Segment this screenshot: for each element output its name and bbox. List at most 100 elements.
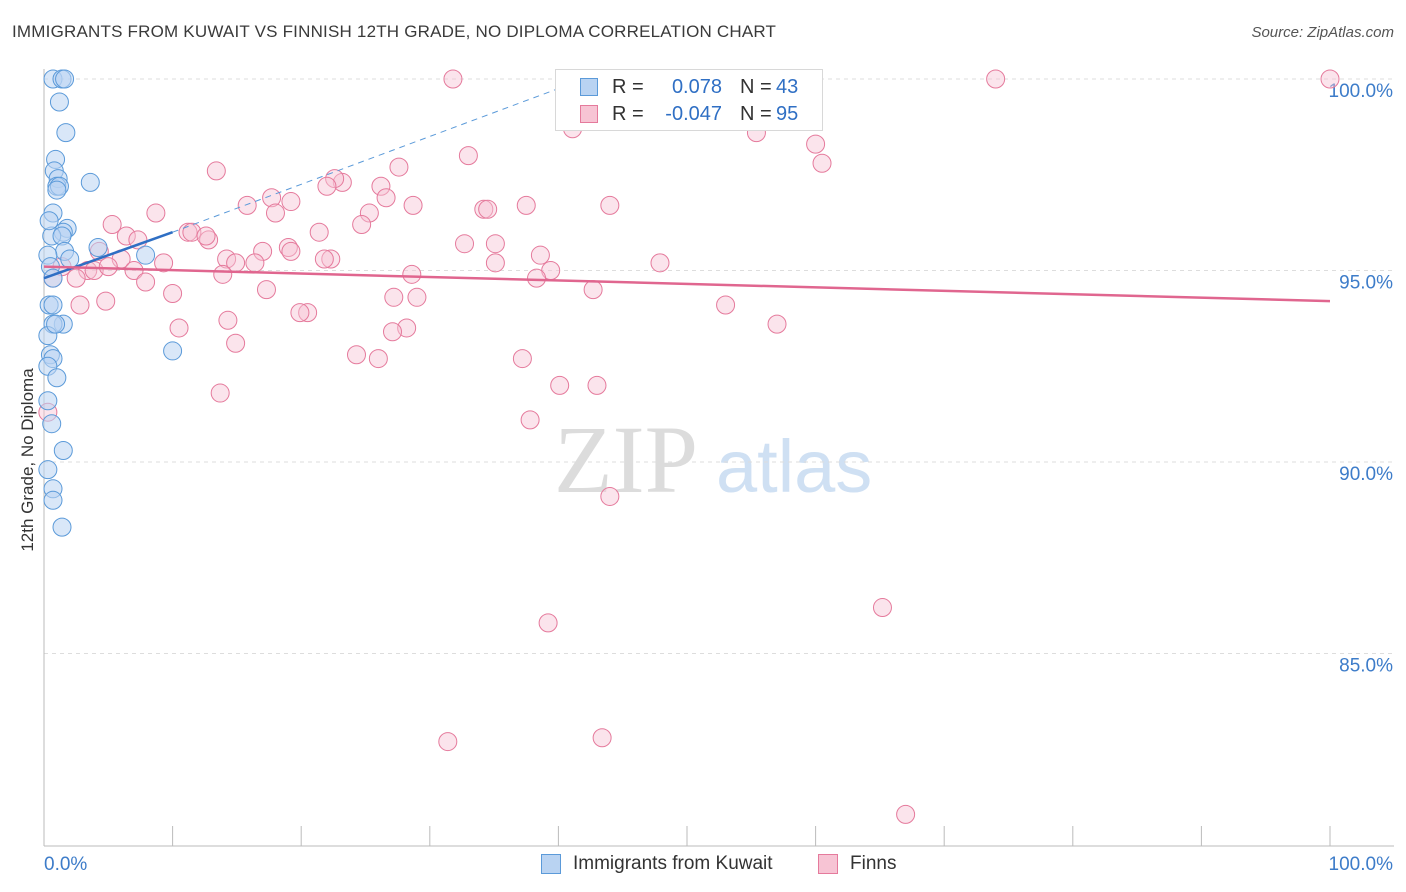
finns-point [458, 146, 478, 166]
finns-point [226, 333, 246, 353]
finns-point [485, 234, 505, 254]
finns-point [600, 195, 620, 215]
finns-point [146, 203, 166, 223]
series-label-kuwait: Immigrants from Kuwait [573, 853, 773, 874]
finns-point [290, 303, 310, 323]
finns-point [206, 161, 226, 181]
finns-point [443, 69, 463, 89]
legend-r-label: R = [612, 102, 644, 125]
finns-point [218, 310, 238, 330]
legend-swatch-finns [580, 105, 598, 123]
finns-point [407, 287, 427, 307]
kuwait-point [80, 172, 100, 192]
finns-point [136, 272, 156, 292]
kuwait-point [47, 368, 67, 388]
kuwait-point [56, 123, 76, 143]
finns-point [383, 322, 403, 342]
finns-point [368, 349, 388, 369]
finns-point [245, 253, 265, 273]
finns-point [767, 314, 787, 334]
finns-point [321, 249, 341, 269]
kuwait-point [55, 69, 75, 89]
finns-point [98, 257, 118, 277]
finns-point [182, 222, 202, 242]
finns-point [1320, 69, 1340, 89]
kuwait-trend-line [43, 231, 174, 280]
finns-point [116, 226, 136, 246]
finns-point [583, 280, 603, 300]
finns-point [237, 195, 257, 215]
kuwait-point [43, 295, 63, 315]
finns-point [346, 345, 366, 365]
source-credit: Source: ZipAtlas.com [1251, 24, 1394, 41]
finns-point [154, 253, 174, 273]
kuwait-point [43, 490, 63, 510]
watermark-zip: ZIP [554, 406, 698, 513]
finns-point [210, 383, 230, 403]
legend-n-label: N = [740, 102, 772, 125]
legend-row-kuwait: R = 0.078 N = 43 [580, 75, 798, 99]
finns-point [516, 195, 536, 215]
legend-row-finns: R = -0.047 N = 95 [580, 102, 798, 126]
kuwait-trend-extension [172, 78, 585, 233]
series-swatch-kuwait [541, 854, 561, 874]
kuwait-point [47, 180, 67, 200]
kuwait-point [60, 249, 80, 269]
kuwait-point [46, 314, 66, 334]
finns-point [102, 215, 122, 235]
finns-point [213, 264, 233, 284]
series-legend-kuwait[interactable]: Immigrants from Kuwait [541, 853, 773, 875]
x-tick-label: 100.0% [1329, 854, 1394, 875]
finns-point [872, 598, 892, 618]
finns-point [896, 804, 916, 824]
series-legend: Immigrants from Kuwait Finns [0, 850, 1406, 878]
finns-point [96, 291, 116, 311]
finns-point [530, 245, 550, 265]
kuwait-point [49, 92, 69, 112]
finns-point [592, 728, 612, 748]
finns-point [478, 199, 498, 219]
series-label-finns: Finns [850, 853, 897, 874]
finns-point [455, 234, 475, 254]
legend-n-value: 95 [776, 102, 799, 125]
finns-point [527, 268, 547, 288]
y-tick-label: 85.0% [1339, 656, 1393, 677]
finns-point [806, 134, 826, 154]
finns-point [485, 253, 505, 273]
finns-point [253, 241, 273, 261]
finns-point [196, 226, 216, 246]
legend-swatch-kuwait [580, 78, 598, 96]
correlation-legend: R = 0.078 N = 43 R = -0.047 N = 95 [555, 69, 823, 131]
y-tick-label: 90.0% [1339, 464, 1393, 485]
finns-point [538, 613, 558, 633]
finns-point [66, 268, 86, 288]
y-axis-label-wrap: 12th Grade, No Diploma [16, 330, 40, 590]
kuwait-point [38, 391, 58, 411]
x-tick-label: 0.0% [44, 854, 87, 875]
finns-point [281, 241, 301, 261]
finns-point [600, 486, 620, 506]
finns-point [438, 732, 458, 752]
y-tick-label: 100.0% [1329, 81, 1394, 102]
kuwait-point [42, 414, 62, 434]
kuwait-point [88, 238, 108, 258]
finns-point [163, 283, 183, 303]
series-legend-finns[interactable]: Finns [818, 853, 896, 875]
y-tick-label: 95.0% [1339, 273, 1393, 294]
legend-n-label: N = [740, 75, 772, 98]
kuwait-point [52, 517, 72, 537]
finns-point [550, 375, 570, 395]
finns-point [169, 318, 189, 338]
finns-point [128, 230, 148, 250]
finns-point [512, 349, 532, 369]
finns-point [716, 295, 736, 315]
finns-point [317, 176, 337, 196]
kuwait-point [38, 460, 58, 480]
finns-point [309, 222, 329, 242]
finns-point [298, 303, 318, 323]
finns-point [384, 287, 404, 307]
kuwait-point [163, 341, 183, 361]
finns-point [403, 195, 423, 215]
series-swatch-finns [818, 854, 838, 874]
